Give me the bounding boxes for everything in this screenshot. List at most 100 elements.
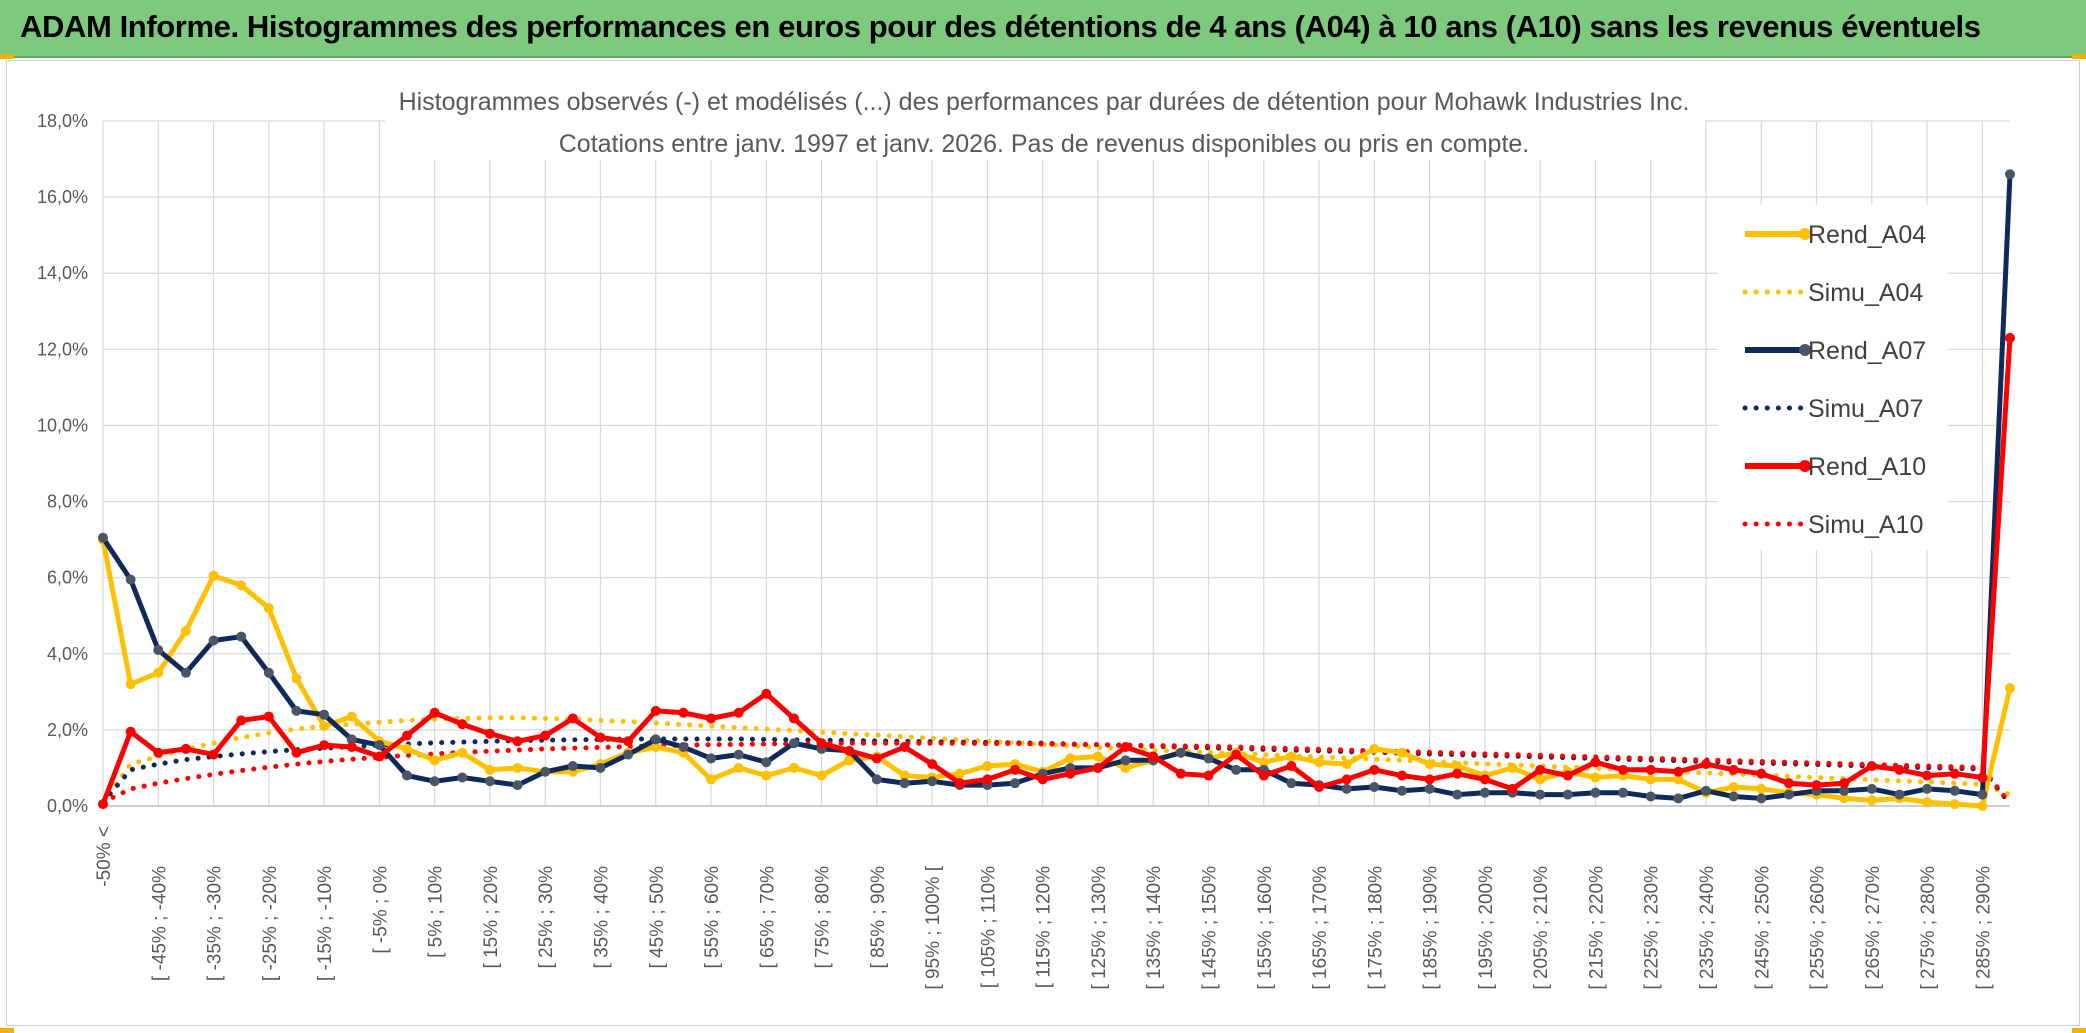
y-tick-label: 0,0% <box>47 796 88 816</box>
data-point-rend-a10 <box>2005 332 2015 343</box>
y-tick-label: 12,0% <box>37 339 88 359</box>
data-point-rend-a04 <box>844 755 855 766</box>
data-point-rend-a10 <box>816 738 827 749</box>
data-point-rend-a10 <box>125 726 136 737</box>
data-point-rend-a07 <box>1949 785 1960 796</box>
data-point-rend-a04 <box>1590 772 1601 783</box>
x-tick-label: [ 235% ; 240% <box>1697 866 1718 990</box>
x-tick-label: -50% < <box>94 826 115 887</box>
data-point-rend-a07 <box>871 774 882 785</box>
corner-mark-left <box>0 54 14 59</box>
x-tick-label: [ 5% ; 10% <box>426 866 447 958</box>
data-point-rend-a10 <box>236 715 247 726</box>
x-tick-label: [ 135% ; 140% <box>1144 866 1165 990</box>
data-point-rend-a10 <box>706 713 717 724</box>
data-point-rend-a07 <box>567 761 578 772</box>
data-point-rend-a07 <box>1590 787 1601 798</box>
data-point-rend-a10 <box>871 753 882 764</box>
data-point-rend-a04 <box>457 747 468 758</box>
data-point-rend-a10 <box>1452 768 1463 779</box>
x-tick-label: [ 255% ; 260% <box>1808 866 1829 990</box>
data-point-rend-a07 <box>1894 789 1905 800</box>
data-point-rend-a10 <box>1092 762 1103 773</box>
data-point-rend-a07 <box>1645 791 1656 802</box>
data-point-rend-a07 <box>319 709 330 720</box>
data-point-rend-a07 <box>1479 787 1490 798</box>
data-point-rend-a04 <box>1949 799 1960 810</box>
data-point-rend-a04 <box>153 667 164 678</box>
x-tick-label: [ 95% ; 100% [ <box>923 865 944 989</box>
x-tick-label: [ 185% ; 190% <box>1421 866 1442 990</box>
data-point-rend-a10 <box>153 747 164 758</box>
data-point-rend-a04 <box>1535 774 1546 785</box>
data-point-rend-a04 <box>1922 797 1933 808</box>
data-point-rend-a10 <box>1866 761 1877 772</box>
data-point-rend-a10 <box>1618 764 1629 775</box>
data-point-rend-a07 <box>899 778 910 789</box>
data-point-rend-a04 <box>1728 781 1739 792</box>
data-point-rend-a04 <box>1396 747 1407 758</box>
data-point-rend-a07 <box>1535 789 1546 800</box>
data-point-rend-a10 <box>263 711 274 722</box>
data-point-rend-a04 <box>319 721 330 732</box>
data-point-rend-a10 <box>761 688 772 699</box>
data-point-rend-a10 <box>1258 770 1269 781</box>
data-point-rend-a10 <box>788 713 799 724</box>
report-title: ADAM Informe. Histogrammes des performan… <box>20 9 1981 44</box>
data-point-rend-a07 <box>1231 764 1242 775</box>
x-tick-label: [ -45% ; -40% <box>149 866 170 981</box>
data-point-rend-a10 <box>678 707 689 718</box>
data-point-rend-a10 <box>1065 768 1076 779</box>
corner-mark-bottom-right <box>2072 1028 2086 1033</box>
y-tick-label: 6,0% <box>47 568 88 588</box>
data-point-rend-a07 <box>1175 747 1186 758</box>
data-point-rend-a10 <box>1507 783 1518 794</box>
data-point-rend-a04 <box>1120 762 1131 773</box>
data-point-rend-a10 <box>1424 774 1435 785</box>
legend-label-simu-a10: Simu_A10 <box>1808 511 1923 539</box>
data-point-rend-a10 <box>1839 778 1850 789</box>
legend-marker-rend-a04 <box>1799 228 1811 240</box>
data-point-rend-a04 <box>1286 751 1297 762</box>
data-point-rend-a07 <box>1396 785 1407 796</box>
data-point-rend-a07 <box>706 753 717 764</box>
data-point-rend-a04 <box>1065 753 1076 764</box>
data-point-rend-a10 <box>733 707 744 718</box>
x-tick-label: [ 35% ; 40% <box>591 866 612 969</box>
x-tick-label: [ 75% ; 80% <box>813 866 834 969</box>
x-tick-label: [ 165% ; 170% <box>1310 866 1331 990</box>
data-point-rend-a07 <box>125 574 136 585</box>
data-point-rend-a10 <box>1148 751 1159 762</box>
corner-mark-bottom-left <box>0 1028 14 1033</box>
data-point-rend-a10 <box>1231 749 1242 760</box>
data-point-rend-a10 <box>429 707 440 718</box>
y-tick-label: 10,0% <box>37 415 88 435</box>
data-point-rend-a10 <box>1783 778 1794 789</box>
data-point-rend-a10 <box>1010 764 1021 775</box>
data-point-rend-a10 <box>346 742 357 753</box>
data-point-rend-a04 <box>1092 751 1103 762</box>
data-point-rend-a04 <box>1839 793 1850 804</box>
data-point-rend-a04 <box>1314 757 1325 768</box>
y-tick-label: 18,0% <box>37 111 88 131</box>
x-tick-label: [ 145% ; 150% <box>1200 866 1221 990</box>
data-point-rend-a07 <box>1728 791 1739 802</box>
legend-marker-rend-a07 <box>1799 344 1811 356</box>
data-point-rend-a10 <box>1728 764 1739 775</box>
data-point-rend-a04 <box>484 764 495 775</box>
data-point-rend-a07 <box>1562 789 1573 800</box>
data-point-rend-a07 <box>429 776 440 787</box>
data-point-rend-a10 <box>374 751 385 762</box>
legend-background <box>1718 205 1948 550</box>
data-point-rend-a04 <box>706 774 717 785</box>
data-point-rend-a07 <box>291 705 302 716</box>
data-point-rend-a04 <box>788 762 799 773</box>
legend-label-simu-a04: Simu_A04 <box>1808 279 1923 307</box>
data-point-rend-a07 <box>153 644 164 655</box>
x-tick-label: [ 205% ; 210% <box>1531 866 1552 990</box>
data-point-rend-a07 <box>484 776 495 787</box>
x-axis-ticks: -50% < [ -45% ; -40% [ -35% ; -30% [ -25% ;… <box>94 826 1994 990</box>
chart-series <box>98 169 2015 811</box>
